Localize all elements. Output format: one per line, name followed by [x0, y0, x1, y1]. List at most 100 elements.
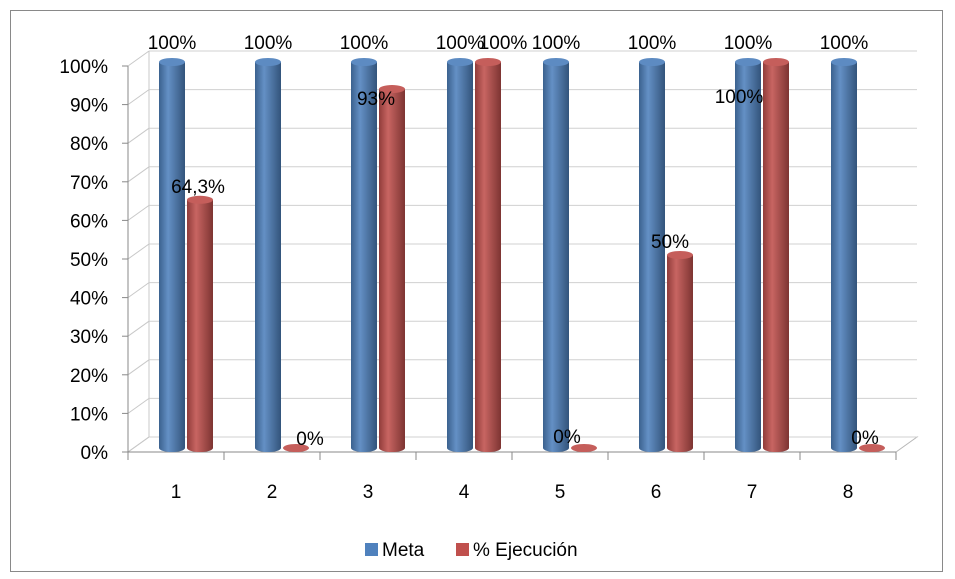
data-label-meta-7: 100%: [724, 33, 773, 54]
legend-swatch: [365, 543, 378, 556]
y-tick-label: 20%: [70, 366, 108, 387]
data-label-ejecucion-1: 64,3%: [171, 177, 225, 198]
side-gridline: [127, 320, 150, 337]
cylinder-body: [255, 62, 281, 452]
data-label-ejecucion-4: 100%: [479, 33, 528, 54]
legend-label: % Ejecución: [473, 540, 578, 561]
cylinder-top: [543, 58, 569, 66]
data-label-meta-1: 100%: [148, 33, 197, 54]
x-tick-label: 5: [555, 482, 566, 503]
x-tick-label: 8: [843, 482, 854, 503]
y-tick-label: 50%: [70, 250, 108, 271]
cylinder-top: [351, 58, 377, 66]
x-tick-label: 3: [363, 482, 374, 503]
x-tick-label: 7: [747, 482, 758, 503]
cylinder-body: [187, 199, 213, 452]
cylinder-top: [667, 251, 693, 259]
y-tick-label: 100%: [59, 57, 108, 78]
legend-item: Meta: [365, 540, 425, 561]
side-gridline: [127, 166, 150, 183]
axes: [122, 65, 897, 460]
bar-ejecucion-3: [379, 85, 405, 453]
bar-ejecucion-5: [571, 444, 597, 452]
data-label-ejecucion-7: 100%: [715, 87, 764, 108]
bar-meta-7: [735, 58, 761, 452]
chart-floor: [126, 436, 919, 453]
cylinder-body: [543, 62, 569, 452]
y-axis-tick-labels: 0% 10% 20% 30% 40% 50% 60% 70% 80% 90% 100%: [59, 57, 108, 464]
side-gridline: [127, 243, 150, 260]
x-tick-label: 1: [171, 482, 182, 503]
x-tick-label: 6: [651, 482, 662, 503]
legend-swatch: [456, 543, 469, 556]
data-labels: 100% 100% 100% 100% 100% 100% 100% 100%64,3%0%9…: [148, 33, 879, 450]
y-tick-label: 30%: [70, 327, 108, 348]
cylinder-top: [255, 58, 281, 66]
data-label-meta-8: 100%: [820, 33, 869, 54]
x-tick-label: 4: [459, 482, 470, 503]
legend-label: Meta: [382, 540, 425, 561]
cylinder-body: [475, 62, 501, 452]
bar-ejecucion-7: [763, 58, 789, 452]
bar-meta-1: [159, 58, 185, 452]
data-label-ejecucion-2: 0%: [296, 429, 324, 450]
bar-meta-5: [543, 58, 569, 452]
cylinder-top: [187, 195, 213, 204]
cylinder-top: [447, 58, 473, 66]
legend: Meta % Ejecución: [365, 540, 578, 561]
bar-ejecucion-8: [859, 444, 885, 452]
y-tick-label: 90%: [70, 96, 108, 117]
bar-ejecucion-1: [187, 195, 213, 452]
bar-ejecucion-6: [667, 251, 693, 452]
cylinder-body: [159, 62, 185, 452]
cylinder-body: [447, 62, 473, 452]
gridlines: [127, 50, 917, 453]
bar-meta-6: [639, 58, 665, 452]
cylinder-top: [159, 58, 185, 66]
data-label-ejecucion-6: 50%: [651, 232, 689, 253]
y-tick-label: 40%: [70, 289, 108, 310]
side-gridline: [127, 89, 150, 106]
data-label-meta-3: 100%: [340, 33, 389, 54]
bar-meta-2: [255, 58, 281, 452]
side-gridline: [127, 50, 150, 67]
side-gridline: [127, 127, 150, 144]
y-tick-label: 0%: [81, 443, 109, 464]
y-tick-label: 80%: [70, 134, 108, 155]
data-label-meta-2: 100%: [244, 33, 293, 54]
x-axis-tick-labels: 1 2 3 4 5 6 7 8: [171, 482, 854, 503]
bar-meta-8: [831, 58, 857, 452]
cylinder-top: [859, 444, 885, 452]
cylinder-top: [571, 444, 597, 452]
cylinder-body: [351, 62, 377, 452]
data-label-meta-4: 100%: [436, 33, 485, 54]
cylinder-top: [763, 58, 789, 66]
data-label-meta-6: 100%: [628, 33, 677, 54]
data-label-ejecucion-8: 0%: [851, 428, 879, 449]
cylinder-top: [283, 444, 309, 452]
side-gridline: [127, 282, 150, 299]
y-tick-label: 10%: [70, 404, 108, 425]
cylinder-top: [831, 58, 857, 66]
cylinder-top: [475, 58, 501, 66]
cylinder-body: [379, 89, 405, 453]
side-gridline: [127, 436, 150, 453]
bar-ejecucion-4: [475, 58, 501, 452]
legend-item: % Ejecución: [456, 540, 578, 561]
data-label-ejecucion-3: 93%: [357, 89, 395, 110]
chart-walls: [126, 436, 919, 453]
cylinder-body: [667, 255, 693, 452]
side-gridline: [127, 204, 150, 221]
cylinder-top: [379, 85, 405, 94]
x-tick-label: 2: [267, 482, 278, 503]
y-tick-label: 60%: [70, 211, 108, 232]
bar-meta-3: [351, 58, 377, 452]
cylinder-top: [735, 58, 761, 66]
bars: [159, 58, 885, 453]
cylinder-body: [639, 62, 665, 452]
side-gridline: [127, 397, 150, 414]
cylinder-body: [831, 62, 857, 452]
cylinder-body: [763, 62, 789, 452]
y-tick-label: 70%: [70, 173, 108, 194]
